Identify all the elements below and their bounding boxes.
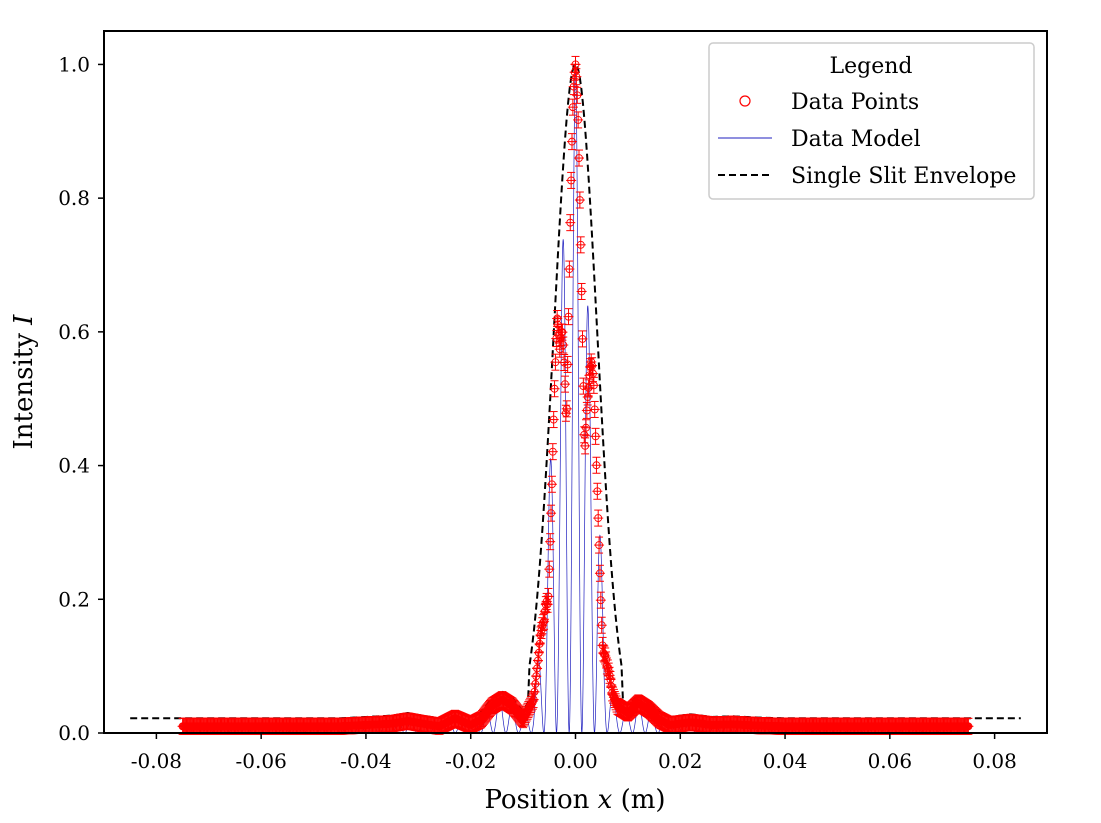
data-point — [591, 456, 602, 474]
x-axis-label: Position x (m) — [484, 785, 665, 815]
data-point — [593, 509, 604, 527]
data-point — [595, 591, 606, 609]
data-point — [557, 323, 568, 341]
data-point — [550, 353, 561, 371]
data-point — [546, 504, 557, 522]
y-tick-label: 1.0 — [58, 52, 90, 76]
y-tick-label: 0.0 — [58, 721, 90, 745]
y-tick-label: 0.2 — [58, 587, 90, 611]
data-point — [543, 587, 554, 605]
data-point — [545, 533, 556, 551]
data-point — [588, 376, 599, 394]
data-point — [549, 380, 560, 398]
y-axis-label-text: Intensity — [9, 325, 39, 450]
data-point — [563, 308, 574, 326]
x-axis-label-text: Position — [484, 785, 597, 815]
legend: Legend Data Points Data Model Single Sli… — [708, 42, 1035, 200]
y-ticks: 0.0 0.2 0.4 0.6 0.8 1.0 — [58, 52, 104, 745]
data-point — [571, 68, 582, 86]
data-point — [539, 612, 550, 630]
data-point — [566, 171, 577, 189]
legend-entry-data-model: Data Model — [791, 127, 921, 152]
data-point — [547, 443, 558, 461]
data-point — [573, 149, 584, 167]
data-point — [562, 355, 573, 373]
data-point — [561, 400, 572, 418]
legend-entry-single-slit-envelope: Single Slit Envelope — [791, 164, 1016, 189]
data-point — [564, 260, 575, 278]
x-tick-label: -0.04 — [340, 749, 391, 773]
x-tick-label: -0.06 — [236, 749, 287, 773]
legend-data-points-marker — [739, 95, 751, 107]
x-tick-label: 0.08 — [972, 749, 1017, 773]
data-point — [963, 717, 974, 735]
data-point — [583, 379, 594, 397]
data-point — [589, 400, 600, 418]
data-point — [575, 236, 586, 254]
data-point — [567, 133, 578, 151]
data-point — [596, 616, 607, 634]
data-point — [580, 437, 591, 455]
data-point — [570, 55, 581, 73]
data-point — [538, 614, 549, 632]
data-point — [548, 411, 559, 429]
data-point — [577, 330, 588, 348]
x-tick-label: 0.02 — [658, 749, 703, 773]
legend-title: Legend — [830, 54, 913, 79]
x-tick-label: 0.06 — [868, 749, 913, 773]
data-point — [576, 282, 587, 300]
data-point — [572, 86, 583, 104]
x-tick-label: 0.04 — [763, 749, 808, 773]
y-axis-label: Intensity I — [9, 314, 39, 450]
x-ticks: -0.08 -0.06 -0.04 -0.02 0.00 0.02 0.04 0.06 0.08 — [131, 733, 1017, 773]
data-point — [560, 375, 571, 393]
data-point — [567, 98, 578, 116]
x-axis-label-variable: x — [598, 785, 613, 815]
data-point — [594, 564, 605, 582]
data-point — [574, 191, 585, 209]
x-axis-label-unit: (m) — [612, 785, 665, 815]
data-point — [573, 111, 584, 129]
data-point — [544, 560, 555, 578]
y-axis-label-variable: I — [9, 314, 39, 326]
x-tick-label: 0.00 — [553, 749, 598, 773]
data-point — [565, 214, 576, 232]
y-tick-label: 0.4 — [58, 454, 90, 478]
x-tick-label: -0.08 — [131, 749, 182, 773]
data-point — [594, 536, 605, 554]
data-point — [580, 419, 591, 437]
y-tick-label: 0.6 — [58, 320, 90, 344]
data-point — [558, 336, 569, 354]
data-point — [592, 482, 603, 500]
legend-box — [708, 42, 1035, 200]
y-tick-label: 0.8 — [58, 186, 90, 210]
data-point — [582, 388, 593, 406]
data-point — [590, 427, 601, 445]
legend-entry-data-points: Data Points — [791, 90, 919, 115]
x-tick-label: -0.02 — [445, 749, 496, 773]
data-point — [546, 475, 557, 493]
